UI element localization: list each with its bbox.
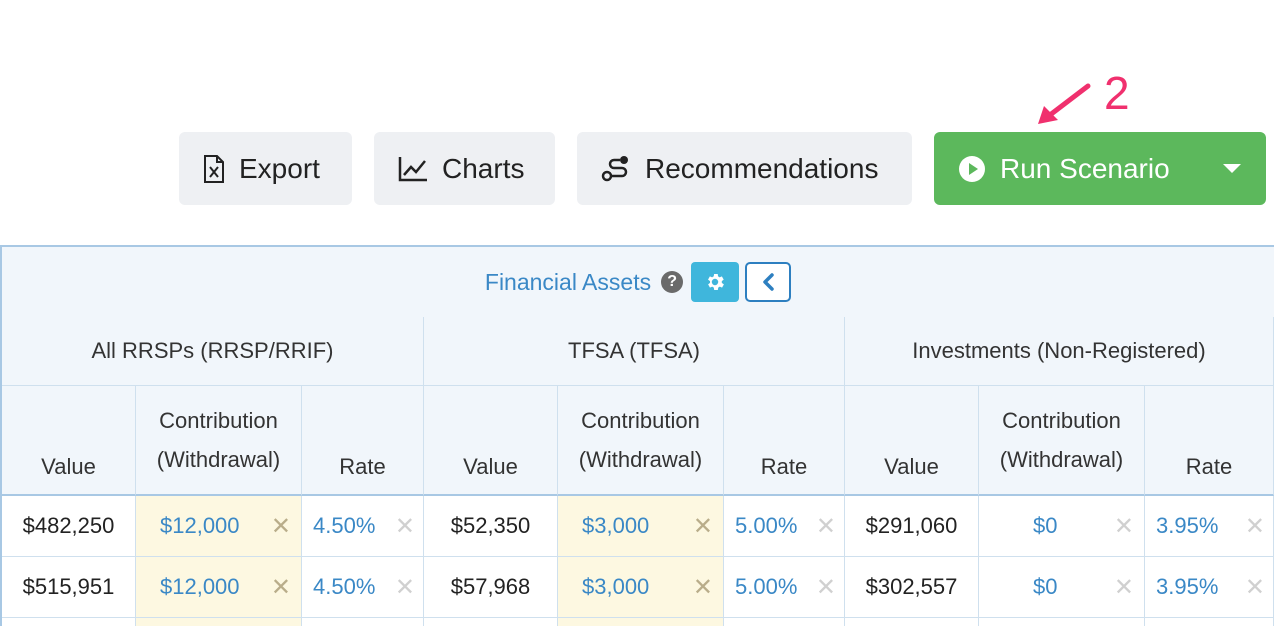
col-header-value: Value (424, 386, 558, 496)
tfsa-contribution-cell[interactable]: $3,000 ✕ (558, 557, 724, 618)
cell-value: $3,000 (582, 574, 650, 599)
play-circle-icon (958, 155, 986, 183)
clear-icon[interactable]: ✕ (1113, 573, 1134, 601)
tfsa-value-cell: $57,968 (424, 557, 558, 618)
rrsp-rate-cell[interactable]: 4.50% ✕ (302, 557, 424, 618)
col-label: Contribution (581, 408, 700, 433)
recommendations-label: Recommendations (645, 152, 879, 184)
col-header-value: Value (2, 386, 136, 496)
cell-value: $12,000 (160, 574, 240, 599)
cell-value: 4.50% (313, 513, 376, 538)
table-row-partial (558, 618, 724, 626)
investments-value-cell: $302,557 (845, 557, 979, 618)
col-label: Rate (1185, 454, 1233, 479)
annotation-number-2: 2 (1104, 67, 1130, 119)
col-label: (Withdrawal) (578, 447, 703, 472)
col-header-contribution: Contribution (Withdrawal) (979, 386, 1145, 496)
table-row-partial (1145, 618, 1274, 626)
rrsp-value-cell: $515,951 (2, 557, 136, 618)
clear-icon[interactable]: ✕ (1244, 573, 1265, 601)
investments-value-cell: $291,060 (845, 496, 979, 557)
financial-assets-table: Financial Assets ? All RRSPs (RRSP/RRIF)… (0, 245, 1274, 626)
table-row-partial (136, 618, 302, 626)
clear-icon[interactable]: ✕ (270, 573, 291, 601)
tfsa-rate-cell[interactable]: 5.00% ✕ (724, 496, 845, 557)
cell-value: 3.95% (1156, 574, 1219, 599)
clear-icon[interactable]: ✕ (815, 512, 836, 540)
group-header-rrsp: All RRSPs (RRSP/RRIF) (2, 317, 424, 386)
clear-icon[interactable]: ✕ (815, 573, 836, 601)
excel-file-icon (203, 154, 225, 183)
run-scenario-button[interactable]: Run Scenario (934, 132, 1266, 205)
table-row-partial (845, 618, 979, 626)
col-label: Value (884, 454, 939, 479)
table-title-bar: Financial Assets ? (2, 247, 1274, 318)
col-label: Contribution (1002, 408, 1121, 433)
table-row-partial (2, 618, 136, 626)
col-label: Contribution (159, 408, 278, 433)
col-label: Rate (339, 454, 386, 479)
tfsa-rate-cell[interactable]: 5.00% ✕ (724, 557, 845, 618)
cell-value: $3,000 (582, 513, 650, 538)
cell-value: 4.50% (313, 574, 376, 599)
rrsp-contribution-cell[interactable]: $12,000 ✕ (136, 557, 302, 618)
recommendations-button[interactable]: Recommendations (577, 132, 912, 205)
col-label: Value (463, 454, 518, 479)
investments-contribution-cell[interactable]: $0 ✕ (979, 557, 1145, 618)
route-icon (601, 155, 631, 183)
table-row-partial (979, 618, 1145, 626)
help-icon[interactable]: ? (661, 271, 684, 293)
panel-title[interactable]: Financial Assets (484, 268, 652, 295)
col-header-rate: Rate (724, 386, 845, 496)
table-row-partial (724, 618, 845, 626)
investments-rate-cell[interactable]: 3.95% ✕ (1145, 496, 1274, 557)
tfsa-contribution-cell[interactable]: $3,000 ✕ (558, 496, 724, 557)
charts-button[interactable]: Charts (374, 132, 555, 205)
cell-value: $0 (1033, 574, 1058, 599)
line-chart-icon (398, 156, 428, 182)
caret-down-icon (1223, 164, 1241, 173)
cell-value: $0 (1033, 513, 1058, 538)
col-header-rate: Rate (302, 386, 424, 496)
export-label: Export (239, 152, 320, 184)
settings-button[interactable] (691, 262, 740, 302)
col-label: (Withdrawal) (156, 447, 281, 472)
rrsp-value-cell: $482,250 (2, 496, 136, 557)
cell-value: 5.00% (735, 574, 798, 599)
cell-value: 3.95% (1156, 513, 1219, 538)
run-scenario-label: Run Scenario (1000, 152, 1170, 184)
cell-value: $12,000 (160, 513, 240, 538)
run-options-dropdown[interactable] (1198, 132, 1266, 205)
clear-icon[interactable]: ✕ (1113, 512, 1134, 540)
col-label: Rate (760, 454, 808, 479)
clear-icon[interactable]: ✕ (394, 512, 415, 540)
col-header-value: Value (845, 386, 979, 496)
col-label: Value (41, 454, 96, 479)
group-header-investments: Investments (Non-Registered) (845, 317, 1274, 386)
clear-icon[interactable]: ✕ (394, 573, 415, 601)
group-header-tfsa: TFSA (TFSA) (424, 317, 845, 386)
investments-rate-cell[interactable]: 3.95% ✕ (1145, 557, 1274, 618)
clear-icon[interactable]: ✕ (1244, 512, 1265, 540)
cell-value: 5.00% (735, 513, 798, 538)
col-header-contribution: Contribution (Withdrawal) (136, 386, 302, 496)
rrsp-rate-cell[interactable]: 4.50% ✕ (302, 496, 424, 557)
collapse-button[interactable] (745, 262, 792, 302)
table-row-partial (424, 618, 558, 626)
clear-icon[interactable]: ✕ (270, 512, 291, 540)
charts-label: Charts (442, 152, 525, 184)
tfsa-value-cell: $52,350 (424, 496, 558, 557)
rrsp-contribution-cell[interactable]: $12,000 ✕ (136, 496, 302, 557)
chevron-left-icon (763, 273, 774, 291)
col-label: (Withdrawal) (999, 447, 1124, 472)
clear-icon[interactable]: ✕ (692, 573, 713, 601)
col-header-contribution: Contribution (Withdrawal) (558, 386, 724, 496)
clear-icon[interactable]: ✕ (692, 512, 713, 540)
col-header-rate: Rate (1145, 386, 1274, 496)
annotation-arrow-2 (1038, 83, 1091, 124)
investments-contribution-cell[interactable]: $0 ✕ (979, 496, 1145, 557)
export-button[interactable]: Export (179, 132, 352, 205)
table-row-partial (302, 618, 424, 626)
gear-icon (708, 274, 724, 290)
